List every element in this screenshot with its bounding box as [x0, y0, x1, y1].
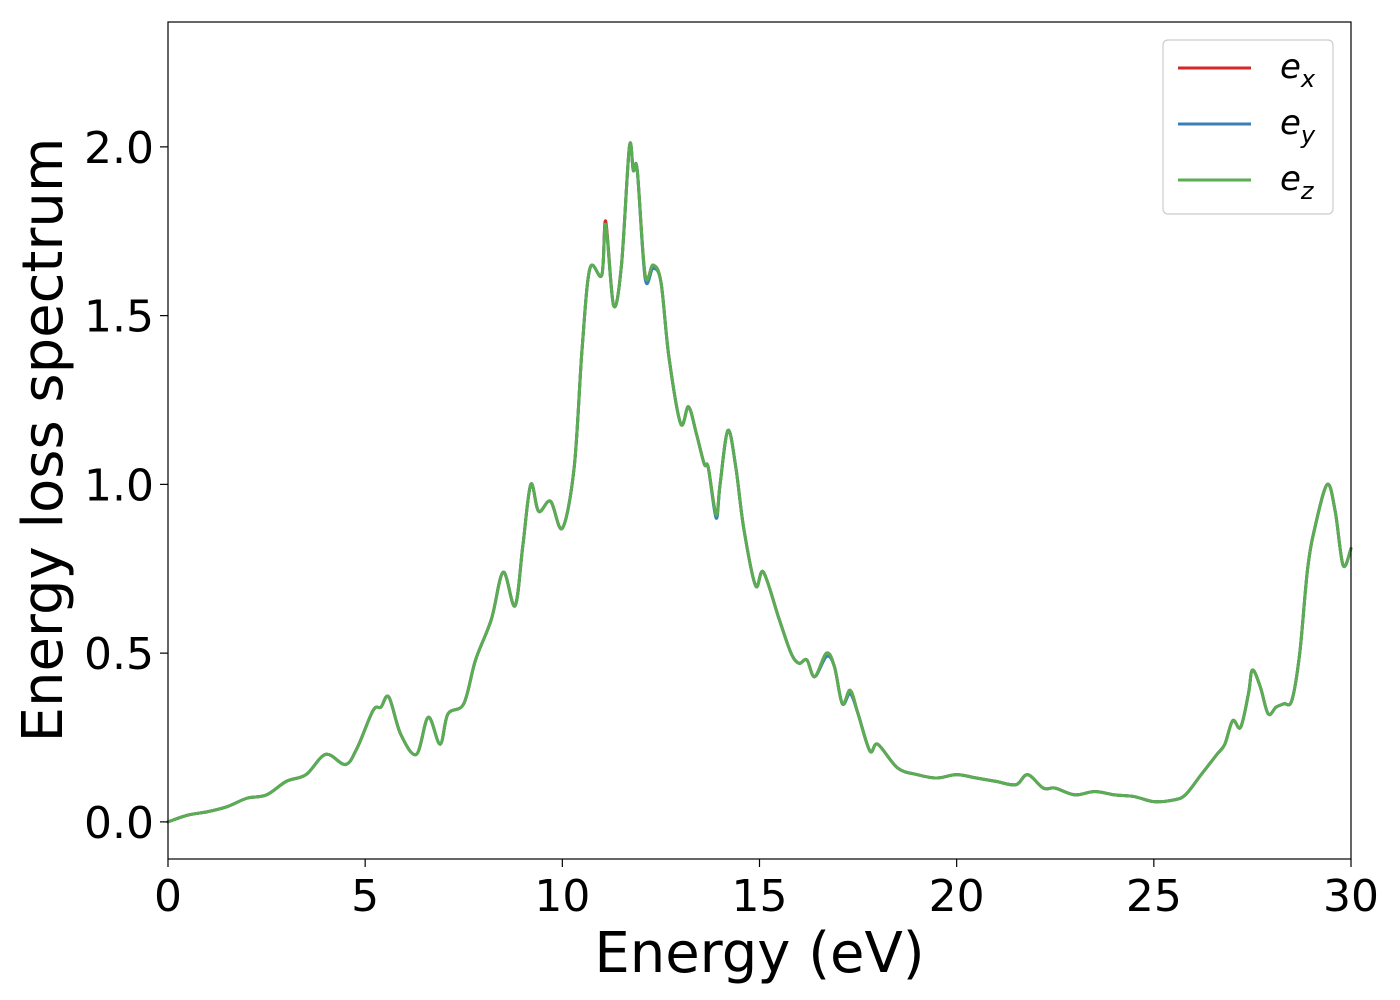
y-tick-label: 1.0 [84, 460, 154, 511]
legend-frame [1162, 39, 1334, 215]
legend: ex ey ez [1162, 39, 1334, 215]
legend-label-ez: ez [1280, 159, 1315, 205]
y-tick-label: 0.0 [84, 798, 154, 849]
x-tick-label: 10 [534, 871, 590, 922]
y-tick-label: 0.5 [84, 629, 154, 680]
series-line-ez [166, 141, 1353, 824]
legend-label-ey: ey [1280, 103, 1316, 149]
x-tick-label: 30 [1323, 871, 1379, 922]
x-tick-label: 0 [154, 871, 182, 922]
legend-label-ex: ex [1280, 47, 1316, 93]
y-axis-label: Energy loss spectrum [11, 138, 76, 743]
y-axis-ticks: 0.0 0.5 1.0 1.5 2.0 [84, 123, 168, 849]
x-tick-label: 20 [929, 871, 985, 922]
y-tick-label: 1.5 [84, 292, 154, 343]
x-axis-label: Energy (eV) [594, 921, 924, 986]
x-tick-label: 5 [351, 871, 379, 922]
series-layer [166, 141, 1353, 824]
x-tick-label: 15 [732, 871, 788, 922]
x-axis-ticks: 0 5 10 15 20 25 30 [154, 859, 1379, 922]
y-tick-label: 2.0 [84, 123, 154, 174]
x-tick-label: 25 [1126, 871, 1182, 922]
